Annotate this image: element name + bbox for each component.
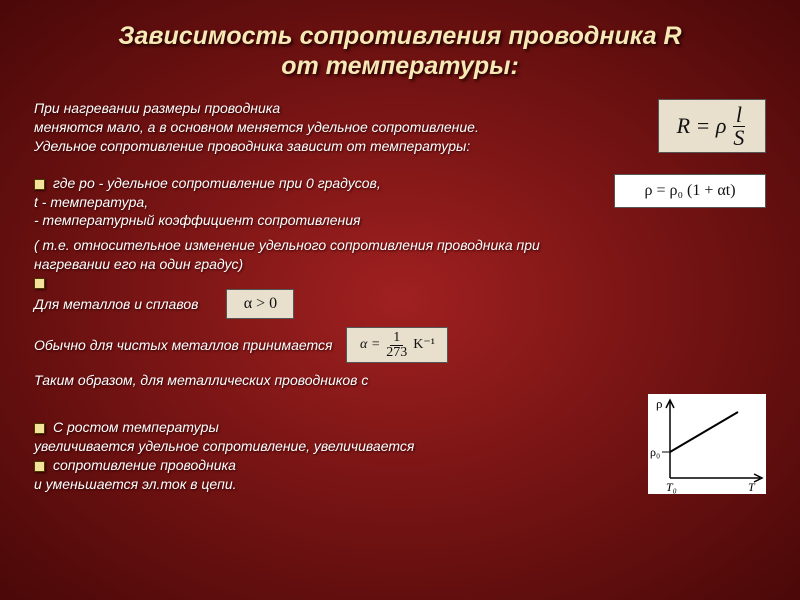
formula-R-num: l	[733, 104, 745, 127]
block2-bullet-row: где ро - удельное сопротивление при 0 гр…	[34, 174, 381, 193]
footer-line4: и уменьшается эл.ток в цепи.	[34, 475, 414, 494]
footer-text: С ростом температуры увеличивается удель…	[34, 418, 414, 494]
bullet-icon	[34, 461, 45, 472]
metals-row2: Обычно для чистых металлов принимается α…	[34, 327, 766, 363]
title-line2: от температуры:	[281, 52, 519, 80]
block2-row: где ро - удельное сопротивление при 0 гр…	[34, 174, 766, 231]
bullet-icon	[34, 179, 45, 190]
formula-alpha-lhs: α =	[360, 336, 380, 355]
bullet-icon	[34, 423, 45, 434]
title-line1: Зависимость сопротивления проводника R	[118, 22, 681, 50]
formula-alpha-den: 273	[383, 346, 410, 360]
formula-alpha-sign-box: α > 0	[226, 289, 294, 319]
metals-row1: Для металлов и сплавов α > 0	[34, 289, 766, 319]
formula-rho-text: ρ = ρ₀ (1 + αt)	[644, 182, 735, 200]
formula-alpha-frac: 1 273	[383, 331, 410, 360]
metals-block: Для металлов и сплавов α > 0 Обычно для …	[34, 278, 766, 390]
formula-alpha-sign: α > 0	[244, 293, 277, 315]
resistivity-chart: ρ ρ₀ T₀ T	[648, 394, 766, 494]
block2-line1: где ро - удельное сопротивление при 0 гр…	[53, 174, 381, 193]
footer-row: С ростом температуры увеличивается удель…	[34, 394, 766, 494]
formula-alpha-num: 1	[390, 331, 403, 346]
formula-R-frac: l S	[730, 104, 747, 149]
chart-svg: ρ ρ₀ T₀ T	[648, 394, 766, 494]
chart-xlabel-left: T₀	[666, 480, 677, 494]
footer-bullet3: сопротивление проводника	[53, 456, 236, 475]
chart-line	[670, 412, 738, 452]
block2-line4: ( т.е. относительное изменение удельного…	[34, 236, 766, 255]
block2-line2: t - температура,	[34, 193, 381, 212]
metals-label: Для металлов и сплавов	[34, 295, 198, 314]
formula-alpha-val-box: α = 1 273 K⁻¹	[346, 327, 448, 363]
block2-cont: ( т.е. относительное изменение удельного…	[34, 236, 766, 274]
intro-line3: Удельное сопротивление проводника зависи…	[34, 137, 479, 156]
footer-bullet1: С ростом температуры	[53, 418, 219, 437]
block2-line5: нагревании его на один градус)	[34, 255, 766, 274]
intro-text: При нагревании размеры проводника меняют…	[34, 99, 479, 156]
formula-rho-box: ρ = ρ₀ (1 + αt)	[614, 174, 766, 208]
formula-R-den: S	[730, 127, 747, 149]
formula-alpha-rhs: K⁻¹	[413, 336, 435, 355]
slide-title: Зависимость сопротивления проводника R о…	[34, 22, 766, 81]
intro-row: При нагревании размеры проводника меняют…	[34, 99, 766, 156]
metals-empty-bullet	[34, 278, 766, 289]
chart-ylabel-mid: ρ₀	[650, 445, 660, 459]
bullet-icon	[34, 278, 45, 289]
metals-line3: Таким образом, для металлических проводн…	[34, 371, 766, 390]
chart-ylabel-top: ρ	[656, 396, 663, 411]
formula-R-box: R = ρ l S	[658, 99, 766, 153]
block2-line3: - температурный коэффициент сопротивлени…	[34, 211, 381, 230]
metals-line2: Обычно для чистых металлов принимается	[34, 336, 332, 355]
intro-line2: меняются мало, а в основном меняется уде…	[34, 118, 479, 137]
footer-line2: увеличивается удельное сопротивление, ув…	[34, 437, 414, 456]
block2-text: где ро - удельное сопротивление при 0 гр…	[34, 174, 381, 231]
footer-b1: С ростом температуры	[34, 418, 414, 437]
footer-b3: сопротивление проводника	[34, 456, 414, 475]
formula-R-lhs: R = ρ	[677, 113, 727, 139]
intro-line1: При нагревании размеры проводника	[34, 99, 479, 118]
slide-root: Зависимость сопротивления проводника R о…	[0, 0, 800, 600]
